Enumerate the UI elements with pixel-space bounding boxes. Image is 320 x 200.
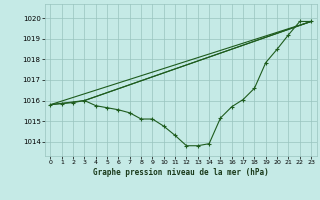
X-axis label: Graphe pression niveau de la mer (hPa): Graphe pression niveau de la mer (hPa) [93, 168, 269, 177]
